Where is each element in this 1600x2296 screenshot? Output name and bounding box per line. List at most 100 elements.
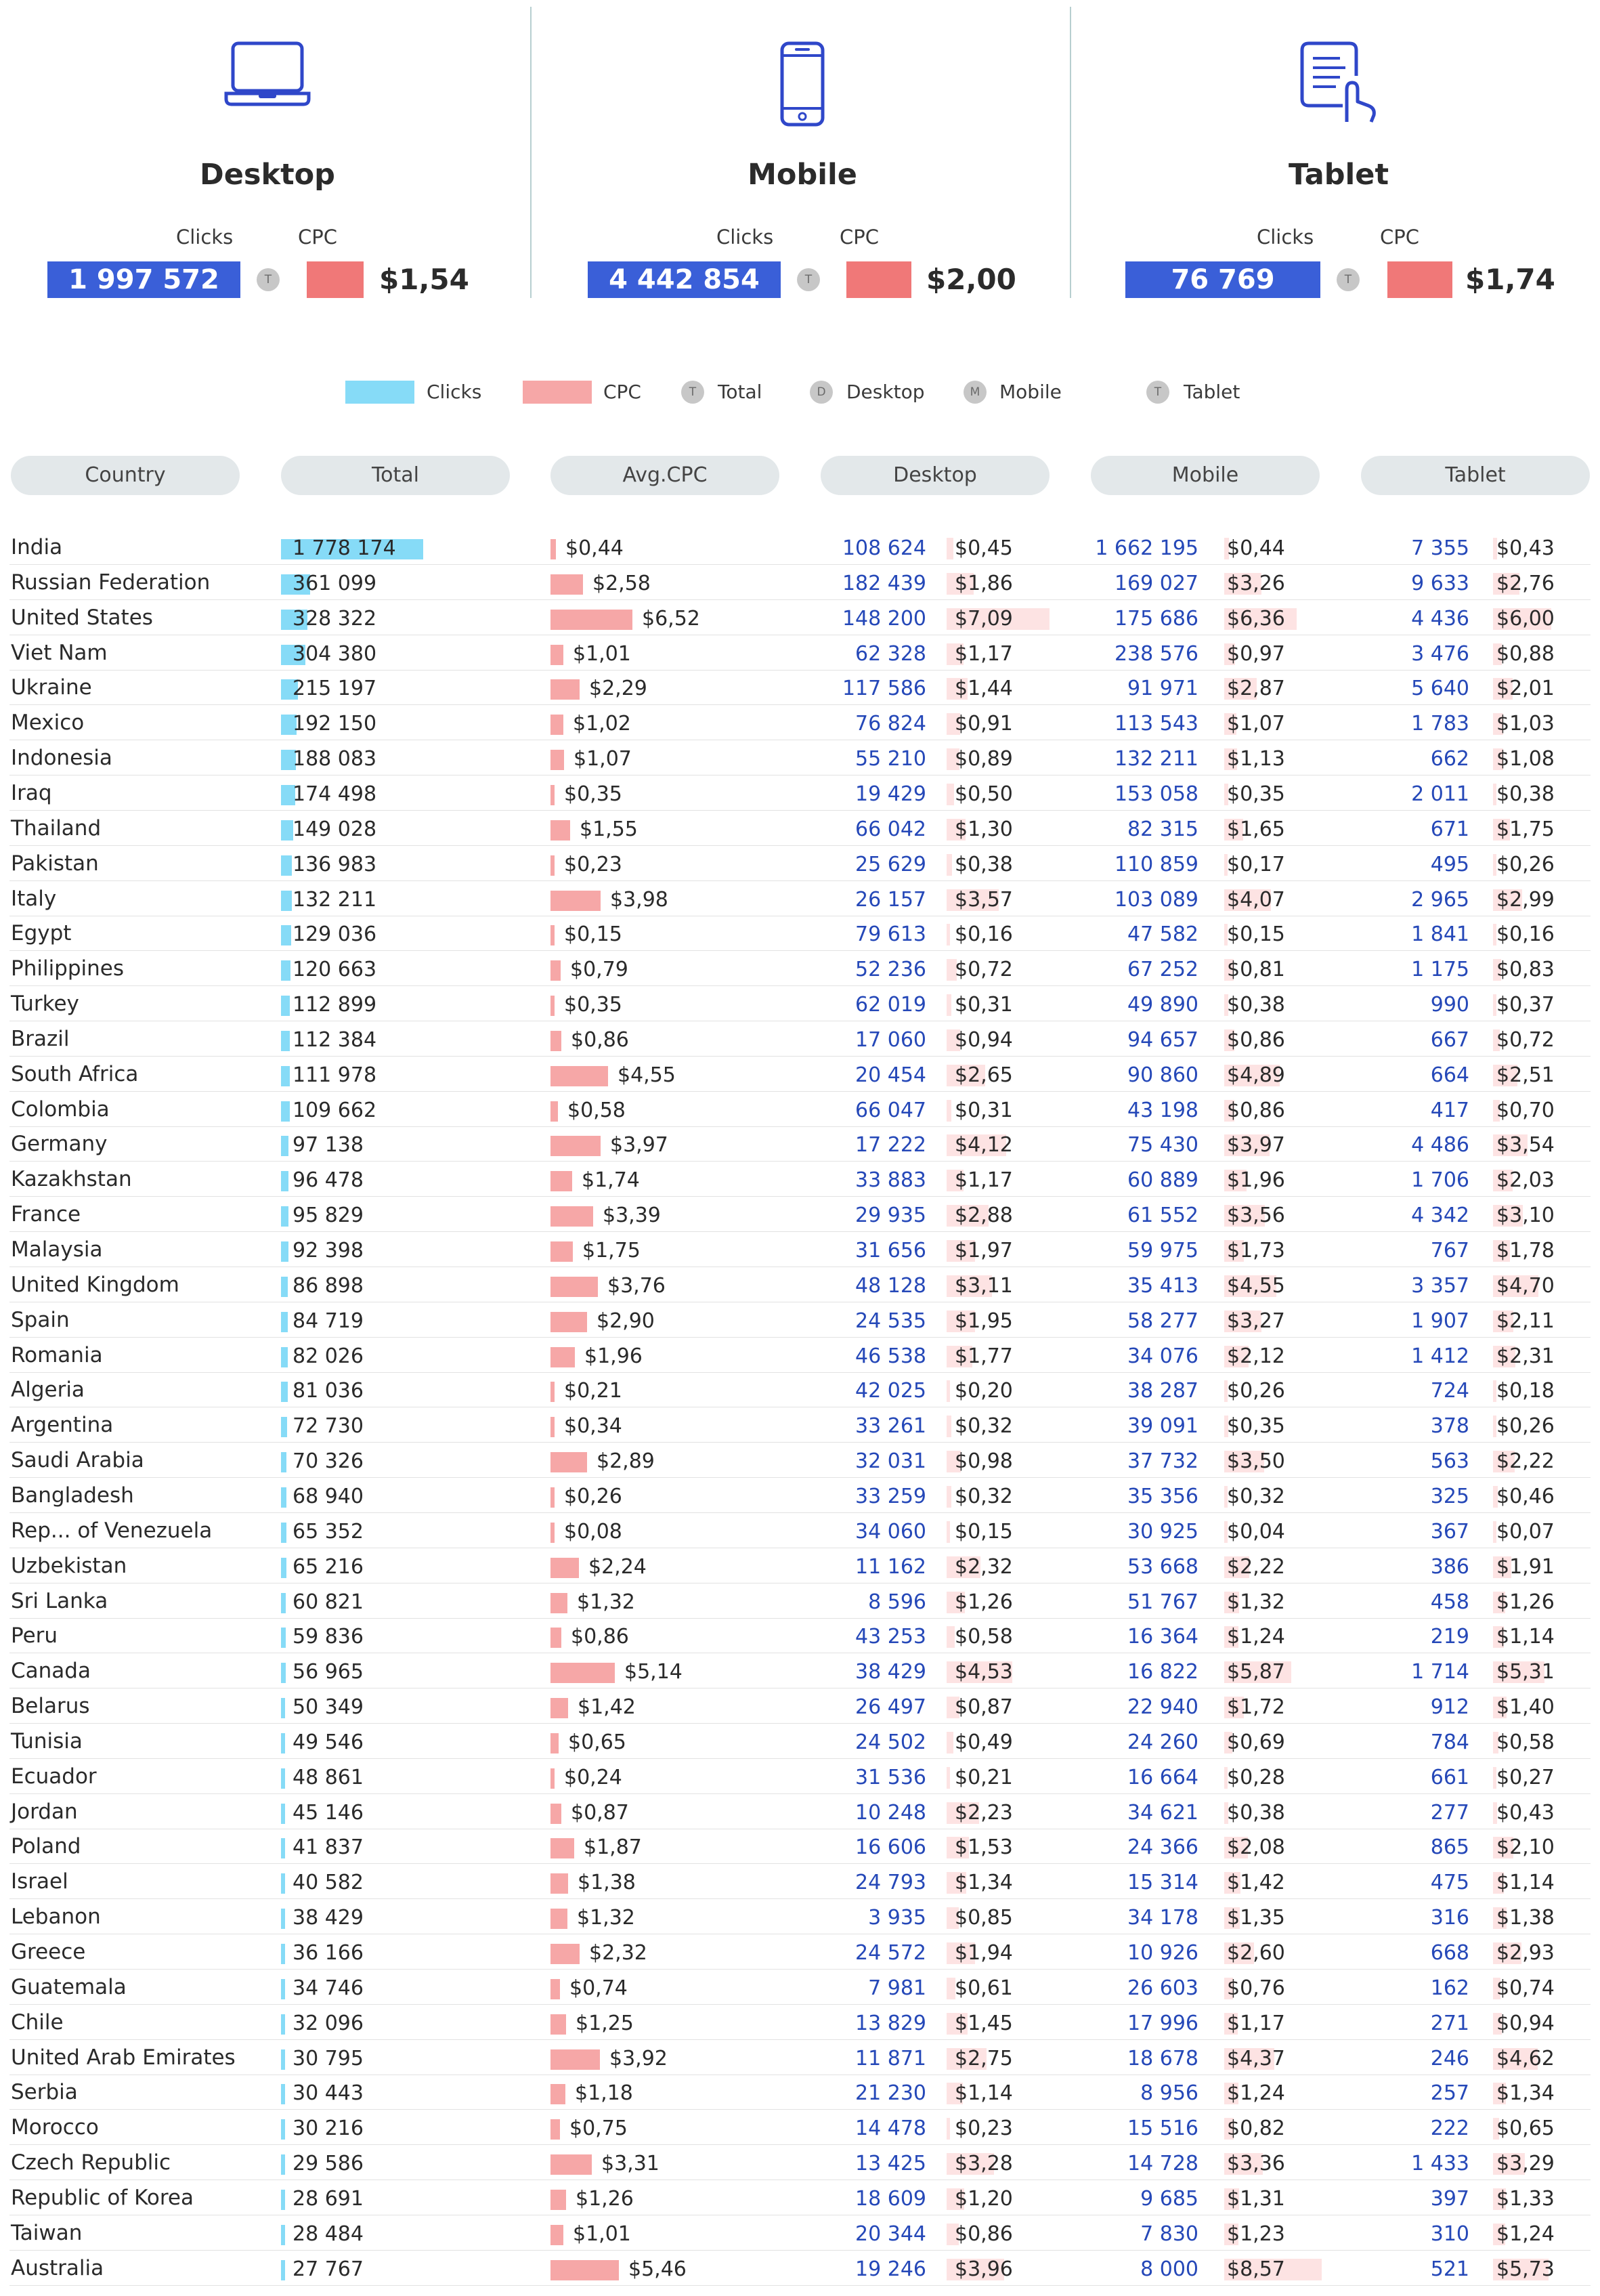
mobile-cpc-bar [1224,1872,1240,1894]
table-row: Mexico 192 150 $1,02 76 824 $0,91 113 543 $1,0… [0,705,1600,741]
desktop-cpc-bar [947,2047,987,2070]
mobile-cpc-value: $0,86 [1227,1027,1285,1052]
tablet-cpc-bar [1493,2223,1505,2245]
mobile-clicks-value: 22 940 [1127,1695,1198,1720]
total-clicks-bar [281,1978,285,1999]
total-clicks-bar [281,820,293,841]
mobile-cpc-value: $1,72 [1227,1695,1285,1720]
desktop-cpc-value: $1,86 [955,571,1013,595]
header-total[interactable]: Total [281,456,510,495]
desktop-cpc-value: $3,57 [955,887,1013,912]
tablet-cpc-bar [1493,2083,1506,2105]
desktop-clicks-value: 20 454 [855,1063,926,1087]
row-divider [9,2003,1591,2005]
legend-desktop-label: Desktop [846,381,925,403]
mobile-clicks-value: 82 315 [1127,817,1198,841]
total-clicks-bar [281,890,292,911]
country-name: Uzbekistan [11,1553,127,1578]
total-clicks-value: 188 083 [293,747,377,771]
desktop-clicks-value: 42 025 [855,1379,926,1403]
mobile-cpc-value: $0,17 [1227,852,1285,876]
total-clicks-value: 48 861 [293,1765,364,1789]
mobile-clicks-value: 16 822 [1127,1660,1198,1684]
total-clicks-value: 68 940 [293,1484,364,1508]
tablet-cpc-value: $0,43 [1496,1800,1555,1825]
avg-cpc-value: $1,25 [576,2011,634,2035]
header-avg-cpc[interactable]: Avg.CPC [550,456,779,495]
avg-cpc-value: $2,58 [592,571,651,595]
country-name: Colombia [11,1097,110,1122]
table-row: Romania 82 026 $1,96 46 538 $1,77 34 076 $2,12… [0,1338,1600,1373]
country-name: Serbia [11,2080,78,2105]
total-clicks-value: 1 778 174 [293,536,396,560]
desktop-cpc-bar [947,2188,964,2210]
tablet-cpc-value: $0,16 [1496,922,1555,947]
table-row: India 1 778 174 $0,44 108 624 $0,45 1 662 195… [0,530,1600,565]
table-row: Pakistan 136 983 $0,23 25 629 $0,38 110 859 $0… [0,846,1600,881]
desktop-clicks-value: 16 606 [855,1835,926,1860]
mobile-cpc-bar [1224,713,1236,736]
mobile-cpc-value: $0,38 [1227,1800,1285,1825]
total-clicks-bar [281,1873,285,1894]
header-tablet[interactable]: Tablet [1361,456,1590,495]
cpc-label: CPC [1380,226,1419,249]
tablet-cpc-bar [1493,1205,1523,1227]
mobile-cpc-bar [1224,678,1257,700]
legend-mobile-label: Mobile [999,381,1062,403]
row-divider [9,880,1591,881]
desktop-cpc-value: $1,17 [955,641,1013,666]
mobile-cpc-bar [1224,2153,1263,2175]
mobile-cpc-bar [1224,1626,1238,1649]
mobile-cpc-bar [1224,1205,1265,1227]
mobile-cpc-bar [1224,1556,1249,1578]
avg-cpc-bar [550,1698,568,1719]
country-name: Spain [11,1307,70,1332]
table-row: Thailand 149 028 $1,55 66 042 $1,30 82 315 $1,… [0,811,1600,846]
mobile-cpc-value: $3,50 [1227,1449,1285,1474]
total-clicks-bar [281,1944,285,1964]
table-row: Viet Nam 304 380 $1,01 62 328 $1,17 238 576 $0… [0,635,1600,671]
desktop-clicks-value: 17 060 [855,1027,926,1052]
table-row: Chile 32 096 $1,25 13 829 $1,45 17 996 $1,17 27… [0,2005,1600,2040]
mobile-cpc-bar [1224,2047,1274,2070]
mobile-cpc-bar [1224,1802,1228,1824]
avg-cpc-value: $2,24 [588,1554,647,1579]
total-clicks-bar [281,1417,287,1438]
avg-cpc-value: $0,21 [564,1379,622,1403]
table-row: Australia 27 767 $5,46 19 246 $3,96 8 000 $8,5… [0,2251,1600,2286]
header-desktop[interactable]: Desktop [821,456,1050,495]
table-row: Israel 40 582 $1,38 24 793 $1,34 15 314 $1,42 4… [0,1864,1600,1900]
desktop-cpc-bar [947,1310,975,1332]
tablet-cpc-value: $2,03 [1496,1168,1555,1193]
total-clicks-value: 56 965 [293,1660,364,1684]
avg-cpc-value: $0,34 [564,1414,622,1439]
mobile-clicks-value: 58 277 [1127,1309,1198,1333]
avg-cpc-bar [550,2049,600,2070]
mobile-cpc-value: $1,31 [1227,2186,1285,2211]
desktop-cpc-bar [947,572,974,595]
tablet-clicks-value: 246 [1430,2046,1469,2070]
desktop-clicks-value: 11 871 [855,2046,926,2070]
desktop-clicks-value: 48 128 [855,1273,926,1298]
tablet-cpc-bar [1493,608,1551,630]
header-country[interactable]: Country [11,456,240,495]
desktop-cpc-bar [947,783,954,805]
tablet-cpc-value: $1,08 [1496,747,1555,771]
country-name: Argentina [11,1413,114,1438]
total-clicks-value: 97 138 [293,1133,364,1157]
avg-cpc-value: $0,23 [564,852,622,876]
desktop-clicks-value: 18 609 [855,2186,926,2211]
tablet-cpc-bar [1493,748,1503,771]
desktop-cpc-value: $1,95 [955,1309,1013,1333]
avg-cpc-value: $2,00 [926,263,1016,296]
country-name: Malaysia [11,1237,103,1262]
header-mobile[interactable]: Mobile [1091,456,1320,495]
desktop-clicks-value: 25 629 [855,852,926,876]
mobile-cpc-bar [1224,538,1229,559]
total-clicks-bar [281,960,290,981]
mobile-cpc-bar [1224,608,1297,630]
avg-cpc-bar [550,1978,560,1999]
desktop-cpc-bar [947,608,1050,630]
mobile-cpc-bar [1224,2188,1239,2210]
mobile-cpc-value: $0,76 [1227,1976,1285,2000]
